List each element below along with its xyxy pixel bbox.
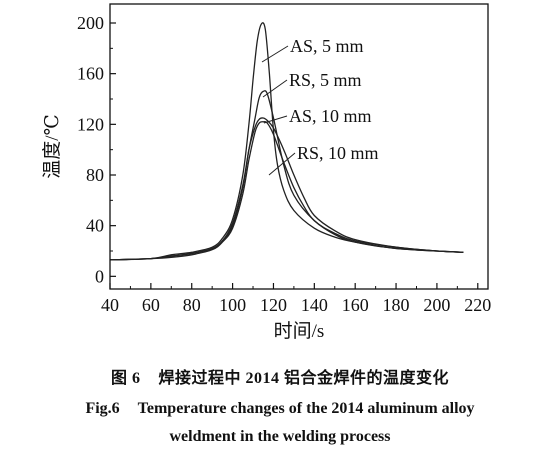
annotation-group: AS, 5 mm RS, 5 mm AS, 10 mm RS, 10 mm bbox=[289, 36, 379, 163]
series-annotation-label: RS, 5 mm bbox=[289, 70, 362, 90]
x-axis-title: 时间/s bbox=[274, 320, 325, 342]
x-tick-label: 180 bbox=[383, 295, 410, 315]
annotation-callout-line bbox=[262, 79, 288, 98]
x-tick-label: 220 bbox=[464, 295, 491, 315]
series-line-as-10-mm bbox=[109, 117, 464, 261]
x-tick-label: 200 bbox=[423, 295, 450, 315]
series-line-rs-10-mm bbox=[109, 121, 464, 261]
series-line-as-5-mm bbox=[109, 22, 464, 261]
y-tick-label: 160 bbox=[77, 64, 104, 84]
y-tick-label: 80 bbox=[86, 165, 104, 185]
series-annotation-label: AS, 10 mm bbox=[289, 106, 372, 126]
y-axis-title: 温度/℃ bbox=[41, 114, 63, 179]
series-annotation-label: RS, 10 mm bbox=[297, 143, 379, 163]
series-group bbox=[109, 22, 464, 261]
x-tick-label: 120 bbox=[260, 295, 287, 315]
x-tick-label: 80 bbox=[183, 295, 201, 315]
caption-zh-label: 图 6 bbox=[110, 370, 141, 387]
caption-chinese: 图 6 焊接过程中 2014 铝合金焊件的温度变化 bbox=[0, 364, 560, 388]
plot-frame bbox=[109, 3, 489, 290]
annotation-callout-line bbox=[268, 152, 296, 176]
annotation-callout-line bbox=[263, 115, 288, 124]
y-axis-ticks: 0 40 80 120 160 200 bbox=[77, 13, 116, 286]
caption-en-text-line2: weldment in the welding process bbox=[169, 428, 391, 445]
y-tick-label: 200 bbox=[77, 13, 104, 33]
x-tick-label: 140 bbox=[301, 295, 328, 315]
series-annotation-label: AS, 5 mm bbox=[290, 36, 364, 56]
x-tick-label: 60 bbox=[142, 295, 160, 315]
x-axis-ticks: 40 60 80 100 120 140 160 180 200 220 bbox=[101, 283, 491, 315]
caption-en-label: Fig.6 bbox=[85, 400, 120, 417]
y-tick-label: 120 bbox=[77, 114, 104, 134]
chart-container: 40 60 80 100 120 140 160 180 200 220 0 40 80 120 160 2… bbox=[41, 3, 491, 342]
callout-group bbox=[261, 45, 296, 176]
x-tick-label: 100 bbox=[219, 295, 246, 315]
y-tick-label: 40 bbox=[86, 216, 104, 236]
x-tick-label: 160 bbox=[342, 295, 369, 315]
caption-english-line2: weldment in the welding process bbox=[0, 428, 560, 446]
x-tick-label: 40 bbox=[101, 295, 119, 315]
temperature-line-chart: 40 60 80 100 120 140 160 180 200 220 0 40 80 120 160 2… bbox=[41, 3, 491, 342]
y-tick-label: 0 bbox=[95, 266, 104, 286]
caption-en-text-line1: Temperature changes of the 2014 aluminum… bbox=[137, 400, 475, 417]
annotation-callout-line bbox=[261, 45, 289, 63]
caption-zh-text: 焊接过程中 2014 铝合金焊件的温度变化 bbox=[158, 370, 450, 387]
caption-english-line1: Fig.6 Temperature changes of the 2014 alu… bbox=[0, 400, 560, 418]
